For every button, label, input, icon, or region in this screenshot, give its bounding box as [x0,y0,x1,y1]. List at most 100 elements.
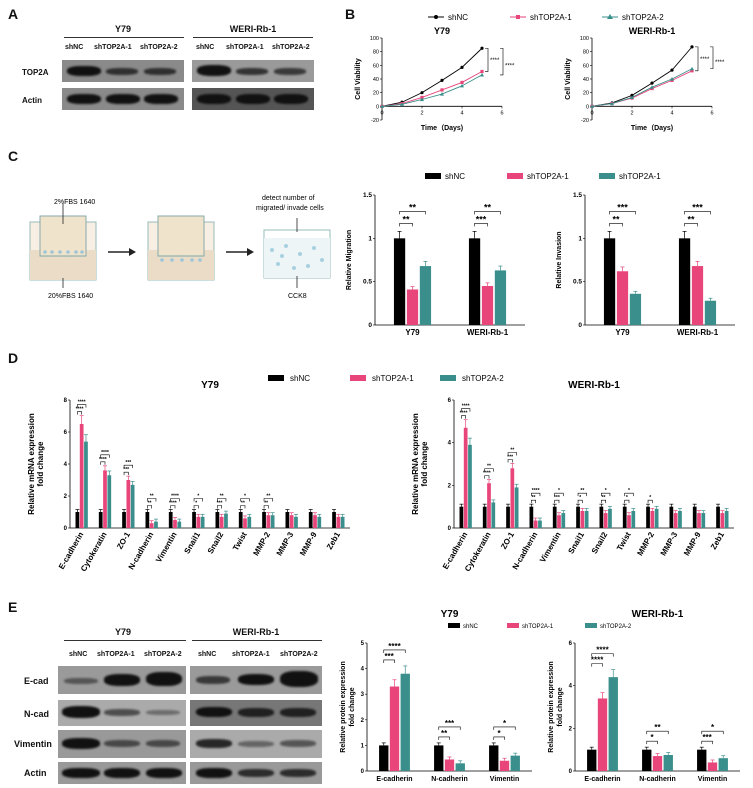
sig-stars: *** [217,501,223,507]
bar [724,510,729,528]
x-tick-label: WERI-Rb-1 [677,328,719,337]
sig-stars: * [628,488,630,494]
bar [444,759,455,771]
legend-swatch [425,173,441,179]
wb-e-cellline-weri: WERI-Rb-1 [232,627,280,637]
sig-bracket [624,499,630,504]
x-tick-label: E-cadherin [584,776,620,783]
wb-e-row-label: N-cad [24,709,50,719]
y-axis-label: Relative Migration [346,230,353,290]
bar [79,424,84,528]
data-point [480,46,484,50]
sig-stars: *** [445,719,455,728]
x-tick-label: 0 [590,110,593,116]
y-tick-label: 0 [569,769,573,775]
bar [168,512,173,528]
x-tick-label: 6 [500,110,503,116]
y-tick-label: 0 [64,526,68,532]
bar [652,756,663,771]
y-tick-label: 80 [373,50,379,56]
bar [642,749,652,771]
legend-label: shNC [463,624,479,630]
bar [200,516,205,528]
wb-e-blot [190,730,322,758]
x-tick-label: Vimentin [490,776,519,783]
bar [538,520,542,528]
wb-a-cellline-y79: Y79 [114,24,131,34]
x-tick-label: 4 [670,110,673,116]
sig-stars: **** [169,501,177,507]
bar [584,510,589,528]
bar [697,749,707,771]
sig-stars: **** [78,400,86,406]
sig-bracket [554,492,564,497]
bar [196,516,201,528]
wb-e-divider [64,640,186,641]
x-axis-label: Time（Days) [421,124,463,132]
sig-bracket [701,740,713,745]
data-point [400,102,404,106]
wb-a-lane: shTOP2A-1 [226,44,264,51]
sig-stars: **** [99,457,107,463]
bar [510,468,515,528]
sig-bracket [100,461,106,465]
panel-e-letter: E [8,599,18,615]
bar [192,512,196,528]
data-point [440,92,444,96]
chart-title: Y79 [441,609,459,620]
data-point [630,95,634,100]
bar [561,513,566,528]
bar [103,470,107,528]
bar [317,516,322,528]
x-tick-label: Vimentin [154,530,179,564]
bar [622,506,627,528]
sig-stars: **** [483,471,491,477]
bar [238,512,243,528]
bar [389,686,400,771]
y-tick-label: 6 [448,398,452,404]
sig-stars: * [558,488,560,494]
panel-e-charts: shNC shTOP2A-1 shTOP2A-2 Y79 0 1 2 3 4 5 Relati… [340,609,740,783]
data-point [670,77,674,81]
sig-bracket [647,499,653,504]
x-tick-label: Snail1 [182,530,202,555]
y-tick-label: 80 [583,50,589,56]
bar [529,506,534,528]
wb-e-blot [190,762,322,784]
schematic-top-label: 2%FBS 1640 [54,199,95,206]
bar [631,510,636,528]
series-line [381,47,483,107]
sig-bracket [147,505,152,509]
x-tick-label: Zeb1 [325,530,342,551]
sig-stars: * [197,494,199,500]
x-tick-label: Vimentin [698,776,727,783]
x-tick-label: ZO-1 [115,530,132,551]
schematic-detect-label-1: detect number of [262,195,315,202]
sig-stars: ** [409,202,417,212]
y-axis-label: Cell Viability [565,58,572,100]
sig-bracket [263,498,273,502]
legend-label: shTOP2A-2 [462,374,504,383]
sig-stars: *** [123,467,129,473]
y-axis-label: fold change [557,687,564,726]
sig-stars: *** [384,652,394,661]
y-tick-label: 0 [361,769,365,775]
sig-bracket [474,211,501,215]
bar [75,512,80,528]
x-tick-label: MMP-2 [635,530,656,557]
x-tick-label: Twist [615,530,633,552]
legend-swatch [440,375,456,381]
data-point [440,88,444,92]
bar [691,266,704,325]
bar [663,755,673,771]
data-point [420,95,424,100]
sig-bracket [485,47,489,72]
x-tick-label: 4 [460,110,463,116]
bar [669,506,674,528]
chart-title: WERI-Rb-1 [568,380,620,391]
sig-bracket [383,649,406,653]
sig-stars: * [244,494,246,500]
x-tick-label: 2 [630,110,633,116]
